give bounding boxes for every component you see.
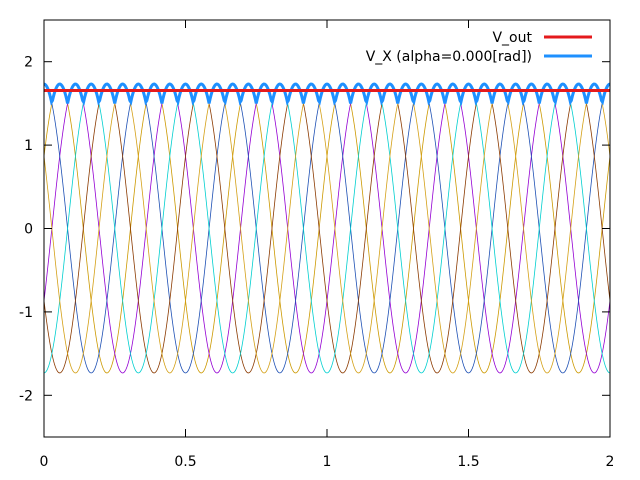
legend: V_out V_X (alpha=0.000[rad])	[366, 30, 592, 65]
y-tick-label: -1	[19, 305, 33, 321]
series-v-x	[44, 82, 610, 106]
x-tick-label: 0.5	[174, 454, 196, 470]
phase-curve-6	[44, 83, 610, 374]
x-tick-label: 1.5	[457, 454, 479, 470]
x-tick-label: 2	[606, 454, 615, 470]
y-tick-label: 0	[24, 222, 33, 238]
y-tick-label: -2	[19, 388, 33, 404]
legend-label: V_out	[492, 30, 532, 46]
y-tick-label: 2	[24, 55, 33, 71]
axis-ticks: 0 0.5 1 1.5 2 -2 -1 0 1 2	[19, 20, 614, 470]
x-tick-label: 0	[40, 454, 49, 470]
phase-curve-5	[44, 83, 610, 374]
x-tick-label: 1	[323, 454, 332, 470]
y-tick-label: 1	[24, 138, 33, 154]
phase-curve-3	[44, 83, 610, 374]
legend-label: V_X (alpha=0.000[rad])	[366, 49, 532, 65]
phase-curve-4	[44, 83, 610, 374]
phase-curve-2	[44, 83, 610, 374]
phase-curve-1	[44, 83, 610, 374]
plot-area	[44, 82, 610, 374]
